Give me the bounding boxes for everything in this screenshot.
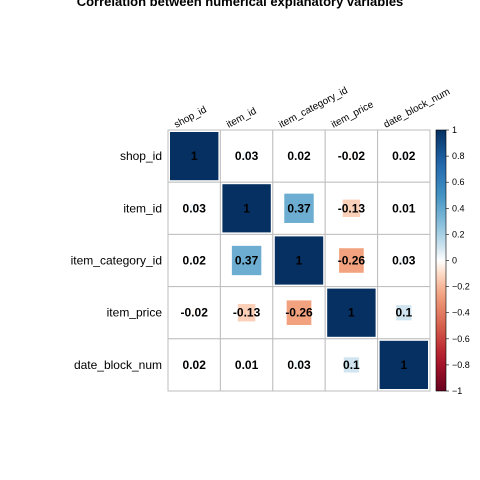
- cell-value-label: 0.02: [183, 358, 207, 372]
- heatmap-cell: [170, 132, 219, 181]
- heatmap-cell: [294, 360, 304, 370]
- colorbar-tick-label: 0.8: [452, 151, 465, 161]
- heatmap-cell: [327, 288, 376, 337]
- colorbar-tick-label: −0.6: [452, 334, 470, 344]
- cell-value-label: 0.03: [235, 149, 259, 163]
- cell-value-label: 0.03: [392, 254, 416, 268]
- cell-value-label: 0.37: [235, 254, 259, 268]
- cell-value-label: 0.02: [392, 149, 416, 163]
- row-label: item_id: [123, 201, 162, 215]
- cell-value-label: 1: [296, 254, 303, 268]
- column-label: date_block_num: [382, 86, 452, 130]
- colorbar-tick-label: −0.8: [452, 360, 470, 370]
- heatmap-cell: [190, 361, 198, 369]
- cell-value-label: -0.02: [338, 149, 366, 163]
- cell-value-label: 1: [400, 358, 407, 372]
- colorbar-tick-label: 0.4: [452, 203, 465, 213]
- row-label: shop_id: [120, 149, 162, 163]
- cell-value-label: -0.13: [338, 201, 366, 215]
- cell-value-label: 0.01: [392, 201, 416, 215]
- cell-value-label: 0.03: [183, 201, 207, 215]
- column-label: shop_id: [172, 104, 208, 130]
- cell-value-label: 0.1: [343, 358, 360, 372]
- cell-value-label: -0.02: [181, 306, 209, 320]
- cell-value-label: 0.01: [235, 358, 259, 372]
- heatmap-cell: [339, 248, 364, 273]
- cell-value-label: 0.02: [287, 149, 311, 163]
- colorbar-tick-label: 0: [452, 256, 457, 266]
- heatmap-cell: [401, 205, 407, 211]
- cell-value-label: 0.1: [395, 306, 412, 320]
- colorbar: 1 0.8 0.6 0.4 0.2 0 −0.2 −0.4 −0.6 −0.8 −1: [435, 125, 470, 396]
- colorbar-tick-label: −0.4: [452, 308, 470, 318]
- heatmap-cell: [342, 199, 361, 217]
- heatmap-cell: [343, 357, 360, 373]
- heatmap-cell: [399, 256, 408, 265]
- cell-value-label: 0.37: [287, 201, 311, 215]
- heatmap-cell: [190, 309, 198, 317]
- colorbar-tick-label: −0.2: [452, 282, 470, 292]
- row-label: item_category_id: [71, 254, 162, 268]
- colorbar-gradient: [435, 129, 447, 392]
- cell-value-label: -0.13: [233, 306, 261, 320]
- cell-value-label: 1: [191, 149, 198, 163]
- cell-value-label: 0.03: [287, 358, 311, 372]
- colorbar-tick-label: 0.2: [452, 229, 465, 239]
- cell-value-label: -0.26: [338, 254, 366, 268]
- heatmap-cell: [237, 304, 256, 322]
- row-label: date_block_num: [74, 358, 162, 372]
- heatmap-cell: [244, 362, 250, 368]
- heatmap-cell: [396, 305, 412, 321]
- heatmap-cell: [274, 236, 324, 285]
- heatmap-cell: [190, 204, 199, 213]
- heatmap-cell: [379, 340, 428, 389]
- cell-value-label: 1: [243, 201, 250, 215]
- heatmap-cell: [400, 152, 408, 160]
- column-labels: shop_id item_id item_category_iditem_price…: [172, 85, 452, 130]
- heatmap-cell: [190, 257, 198, 264]
- column-label: item_price: [330, 99, 376, 131]
- heatmap-cell: [295, 152, 303, 160]
- heatmap-cell: [231, 245, 262, 276]
- colorbar-tick-label: −1: [452, 386, 462, 396]
- colorbar-tick-label: 0.6: [452, 177, 465, 187]
- heatmap-cell: [284, 193, 314, 223]
- heatmap-cell: [347, 152, 355, 160]
- heatmap-cell: [222, 184, 271, 233]
- row-label: item_price: [107, 306, 163, 320]
- cell-value-label: 1: [348, 306, 355, 320]
- chart-title: Correlation between numerical explanator…: [77, 0, 404, 9]
- colorbar-tick-label: 1: [452, 125, 457, 135]
- heatmap-cell: [286, 300, 312, 325]
- cell-value-label: 0.02: [183, 254, 207, 268]
- heatmap-cells: 1 0.03 0.02 -0.02 0.02 0.03 1 0.37 -0.13 0.01 0.02…: [167, 129, 431, 392]
- cell-value-label: -0.26: [285, 306, 313, 320]
- row-labels: shop_id item_id item_category_id item_price…: [71, 149, 163, 372]
- column-label: item_id: [225, 106, 259, 131]
- heatmap-cell: [242, 151, 251, 161]
